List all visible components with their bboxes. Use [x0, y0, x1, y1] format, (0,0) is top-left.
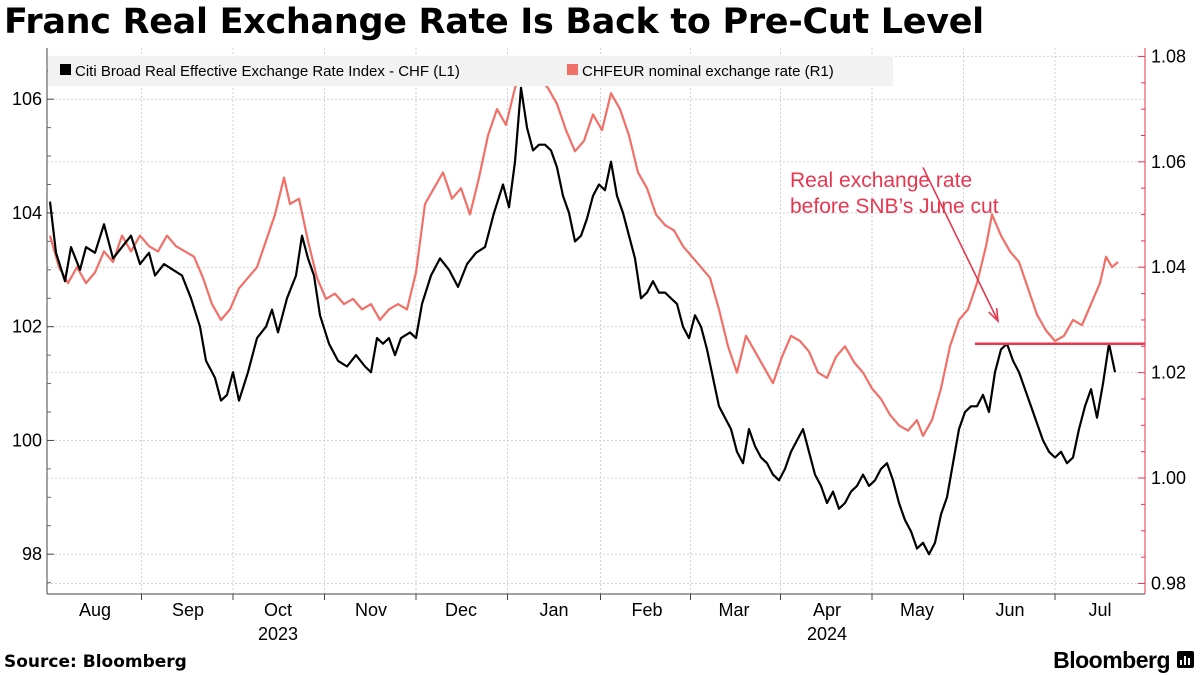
x-tick-label: Oct: [264, 600, 292, 620]
bloomberg-chart-icon: [1177, 651, 1194, 668]
right-tick-label: 0.98: [1151, 573, 1186, 593]
left-tick-label: 98: [22, 544, 42, 564]
x-axis-ticks: Aug Sep Oct Nov Dec Jan Feb Mar Apr May Jun Jul 2023…: [79, 594, 1112, 644]
annotation-arrow-head: [988, 307, 1000, 324]
annotation-layer: Real exchange rate before SNB’s June cut: [790, 167, 1145, 345]
bloomberg-logo-text: Bloomberg: [1053, 647, 1170, 673]
series-line-real-rate: [48, 86, 1117, 556]
series-layer: [48, 71, 1119, 556]
left-axis-ticks: 98 100 102 104 106: [12, 70, 54, 584]
series-line-chfeur: [48, 71, 1119, 437]
x-tick-label: May: [900, 600, 934, 620]
x-tick-label: Nov: [355, 600, 387, 620]
x-tick-label: Jun: [995, 600, 1024, 620]
chart-title: Franc Real Exchange Rate Is Back to Pre-…: [4, 2, 984, 42]
right-tick-label: 1.04: [1151, 257, 1186, 277]
year-label: 2023: [258, 624, 298, 644]
annotation-arrow-shaft: [922, 167, 999, 322]
x-tick-label: Jul: [1088, 600, 1111, 620]
left-tick-label: 104: [12, 203, 42, 223]
year-label: 2024: [807, 624, 847, 644]
x-tick-label: Jan: [539, 600, 568, 620]
right-tick-label: 1.00: [1151, 468, 1186, 488]
right-tick-label: 1.02: [1151, 363, 1186, 383]
legend-background: [48, 56, 893, 86]
legend-label-chfeur: CHFEUR nominal exchange rate (R1): [582, 63, 834, 80]
x-tick-label: Mar: [719, 600, 750, 620]
x-tick-label: Apr: [813, 600, 841, 620]
left-tick-label: 106: [12, 89, 42, 109]
legend-swatch-real-rate: [60, 64, 71, 75]
right-tick-label: 1.06: [1151, 152, 1186, 172]
legend: Citi Broad Real Effective Exchange Rate …: [48, 56, 893, 86]
left-tick-label: 102: [12, 317, 42, 337]
annotation-text-line: before SNB’s June cut: [790, 195, 999, 218]
left-tick-label: 100: [12, 430, 42, 450]
legend-label-real-rate: Citi Broad Real Effective Exchange Rate …: [75, 63, 460, 80]
x-tick-label: Aug: [79, 600, 111, 620]
legend-swatch-chfeur: [567, 64, 578, 75]
annotation-text-line: Real exchange rate: [790, 169, 972, 192]
source-note: Source: Bloomberg: [4, 652, 187, 672]
right-axis-ticks: 0.98 1.00 1.02 1.04 1.06 1.08: [1138, 46, 1186, 593]
x-tick-label: Sep: [172, 600, 204, 620]
x-tick-label: Feb: [631, 600, 662, 620]
x-tick-label: Dec: [445, 600, 477, 620]
plot-background: [47, 48, 1145, 594]
right-tick-label: 1.08: [1151, 46, 1186, 66]
vertical-gridlines: [141, 48, 1056, 594]
